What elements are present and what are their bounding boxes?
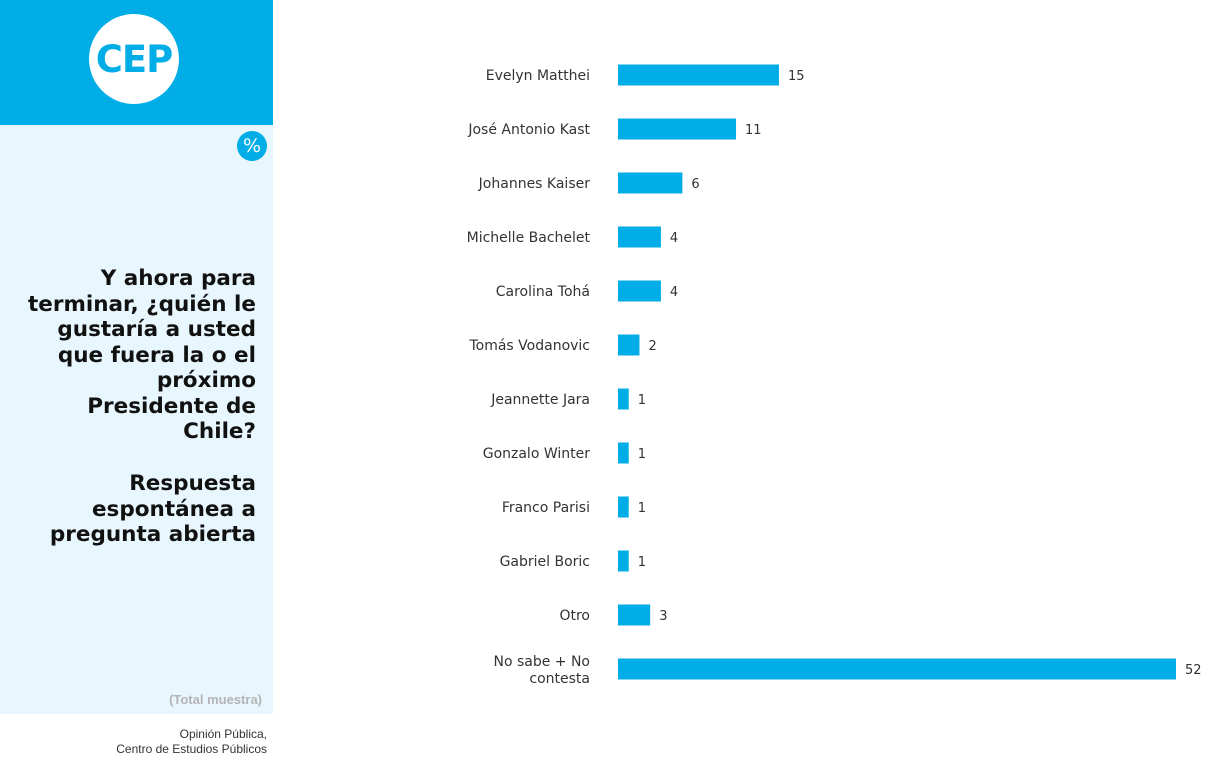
category-label: Gonzalo Winter bbox=[483, 446, 591, 462]
bar bbox=[618, 388, 629, 410]
percent-icon: % bbox=[237, 131, 267, 161]
value-label: 1 bbox=[638, 447, 646, 462]
category-label: Franco Parisi bbox=[502, 500, 590, 516]
bar bbox=[618, 604, 651, 626]
source-note: Opinión Pública, Centro de Estudios Públ… bbox=[60, 727, 267, 757]
value-label: 15 bbox=[788, 69, 805, 84]
bar bbox=[618, 118, 737, 140]
source-line-2: Centro de Estudios Públicos bbox=[116, 742, 267, 756]
question-title: Y ahora para terminar, ¿quién le gustarí… bbox=[27, 266, 256, 444]
category-label: No sabe + No contesta bbox=[493, 654, 590, 687]
bar bbox=[618, 172, 683, 194]
bar bbox=[618, 334, 640, 356]
category-label: Carolina Tohá bbox=[496, 284, 590, 300]
value-label: 11 bbox=[745, 123, 762, 138]
bar bbox=[618, 280, 661, 302]
sample-note: (Total muestra) bbox=[169, 692, 262, 707]
value-label: 3 bbox=[659, 609, 667, 624]
bar bbox=[618, 442, 629, 464]
logo-text: CEP bbox=[95, 37, 174, 81]
bar bbox=[618, 658, 1176, 680]
bar bbox=[618, 226, 661, 248]
value-label: 4 bbox=[670, 285, 678, 300]
category-label: Michelle Bachelet bbox=[467, 230, 591, 246]
cep-logo: CEP bbox=[89, 14, 179, 104]
category-label: Otro bbox=[559, 608, 590, 624]
category-label: Johannes Kaiser bbox=[478, 176, 591, 192]
category-label: Tomás Vodanovic bbox=[468, 338, 590, 354]
bar bbox=[618, 64, 779, 86]
value-label: 1 bbox=[638, 393, 646, 408]
sidebar-panel bbox=[0, 125, 273, 714]
value-label: 4 bbox=[670, 231, 678, 246]
value-label: 1 bbox=[638, 501, 646, 516]
header-band: CEP bbox=[0, 0, 273, 125]
value-label: 1 bbox=[638, 555, 646, 570]
value-label: 52 bbox=[1185, 663, 1202, 678]
question-subtitle: Respuesta espontánea a pregunta abierta bbox=[49, 471, 256, 547]
category-label: Jeannette Jara bbox=[490, 392, 590, 408]
category-label: Evelyn Matthei bbox=[486, 68, 590, 84]
category-label: Gabriel Boric bbox=[500, 554, 590, 570]
bar bbox=[618, 550, 629, 572]
bar bbox=[618, 496, 629, 518]
value-label: 2 bbox=[648, 339, 656, 354]
category-label: José Antonio Kast bbox=[467, 122, 590, 138]
source-line-1: Opinión Pública, bbox=[179, 727, 267, 741]
value-label: 6 bbox=[691, 177, 699, 192]
